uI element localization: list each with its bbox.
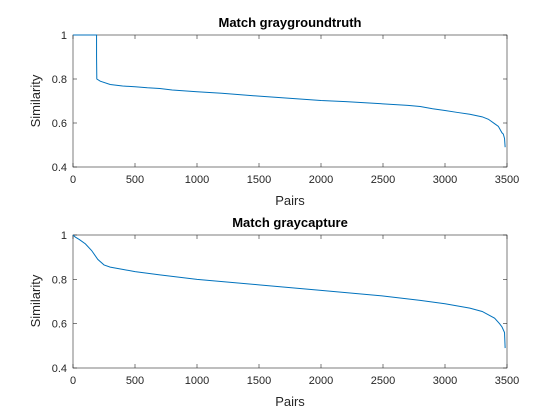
y-tick-label: 0.4 <box>52 162 67 174</box>
x-tick-label: 1000 <box>185 375 209 387</box>
y-tick-label: 1 <box>61 30 67 42</box>
y-tick-label: 0.6 <box>52 118 67 130</box>
x-tick-label: 500 <box>126 174 144 186</box>
plot-1-ticks: 0 500 1000 1500 2000 2500 3000 3500 0.4 0.6 0.8 1 <box>52 30 520 186</box>
subplot-1: Match graygroundtruth Pairs Similarity 0… <box>28 15 519 208</box>
plot-2-ylabel: Similarity <box>28 274 43 327</box>
plot-2-title: Match graycapture <box>232 215 348 230</box>
plot-1-title: Match graygroundtruth <box>219 15 362 30</box>
plot-2-xlabel: Pairs <box>275 394 305 409</box>
x-tick-label: 2000 <box>309 375 333 387</box>
x-tick-label: 3500 <box>495 174 519 186</box>
plot-2-ticks: 0 500 1000 1500 2000 2500 3000 3500 0.4 0.6 0.8 1 <box>52 230 520 387</box>
plot-1-series <box>73 34 506 148</box>
x-tick-label: 1000 <box>185 174 209 186</box>
x-tick-label: 3000 <box>433 174 457 186</box>
x-tick-label: 3500 <box>495 375 519 387</box>
subplot-2: Match graycapture Pairs Similarity 0 500 1… <box>28 215 519 409</box>
x-tick-label: 1500 <box>247 174 271 186</box>
series-line <box>72 234 506 349</box>
plot-1-frame <box>72 34 508 168</box>
plot-1-xlabel: Pairs <box>275 193 305 208</box>
y-tick-label: 0.6 <box>52 319 67 331</box>
plot-2-series <box>72 234 506 349</box>
x-tick-label: 0 <box>70 375 76 387</box>
x-tick-label: 3000 <box>433 375 457 387</box>
plot-2-frame <box>72 234 508 369</box>
x-tick-label: 2500 <box>371 375 395 387</box>
y-tick-label: 0.8 <box>52 274 67 286</box>
x-tick-label: 0 <box>70 174 76 186</box>
plot-1-ylabel: Similarity <box>28 74 43 127</box>
x-tick-label: 500 <box>126 375 144 387</box>
x-tick-label: 1500 <box>247 375 271 387</box>
x-tick-label: 2000 <box>309 174 333 186</box>
series-line <box>73 34 506 148</box>
x-tick-label: 2500 <box>371 174 395 186</box>
y-tick-label: 0.4 <box>52 363 67 375</box>
y-tick-label: 1 <box>61 230 67 242</box>
y-tick-label: 0.8 <box>52 74 67 86</box>
